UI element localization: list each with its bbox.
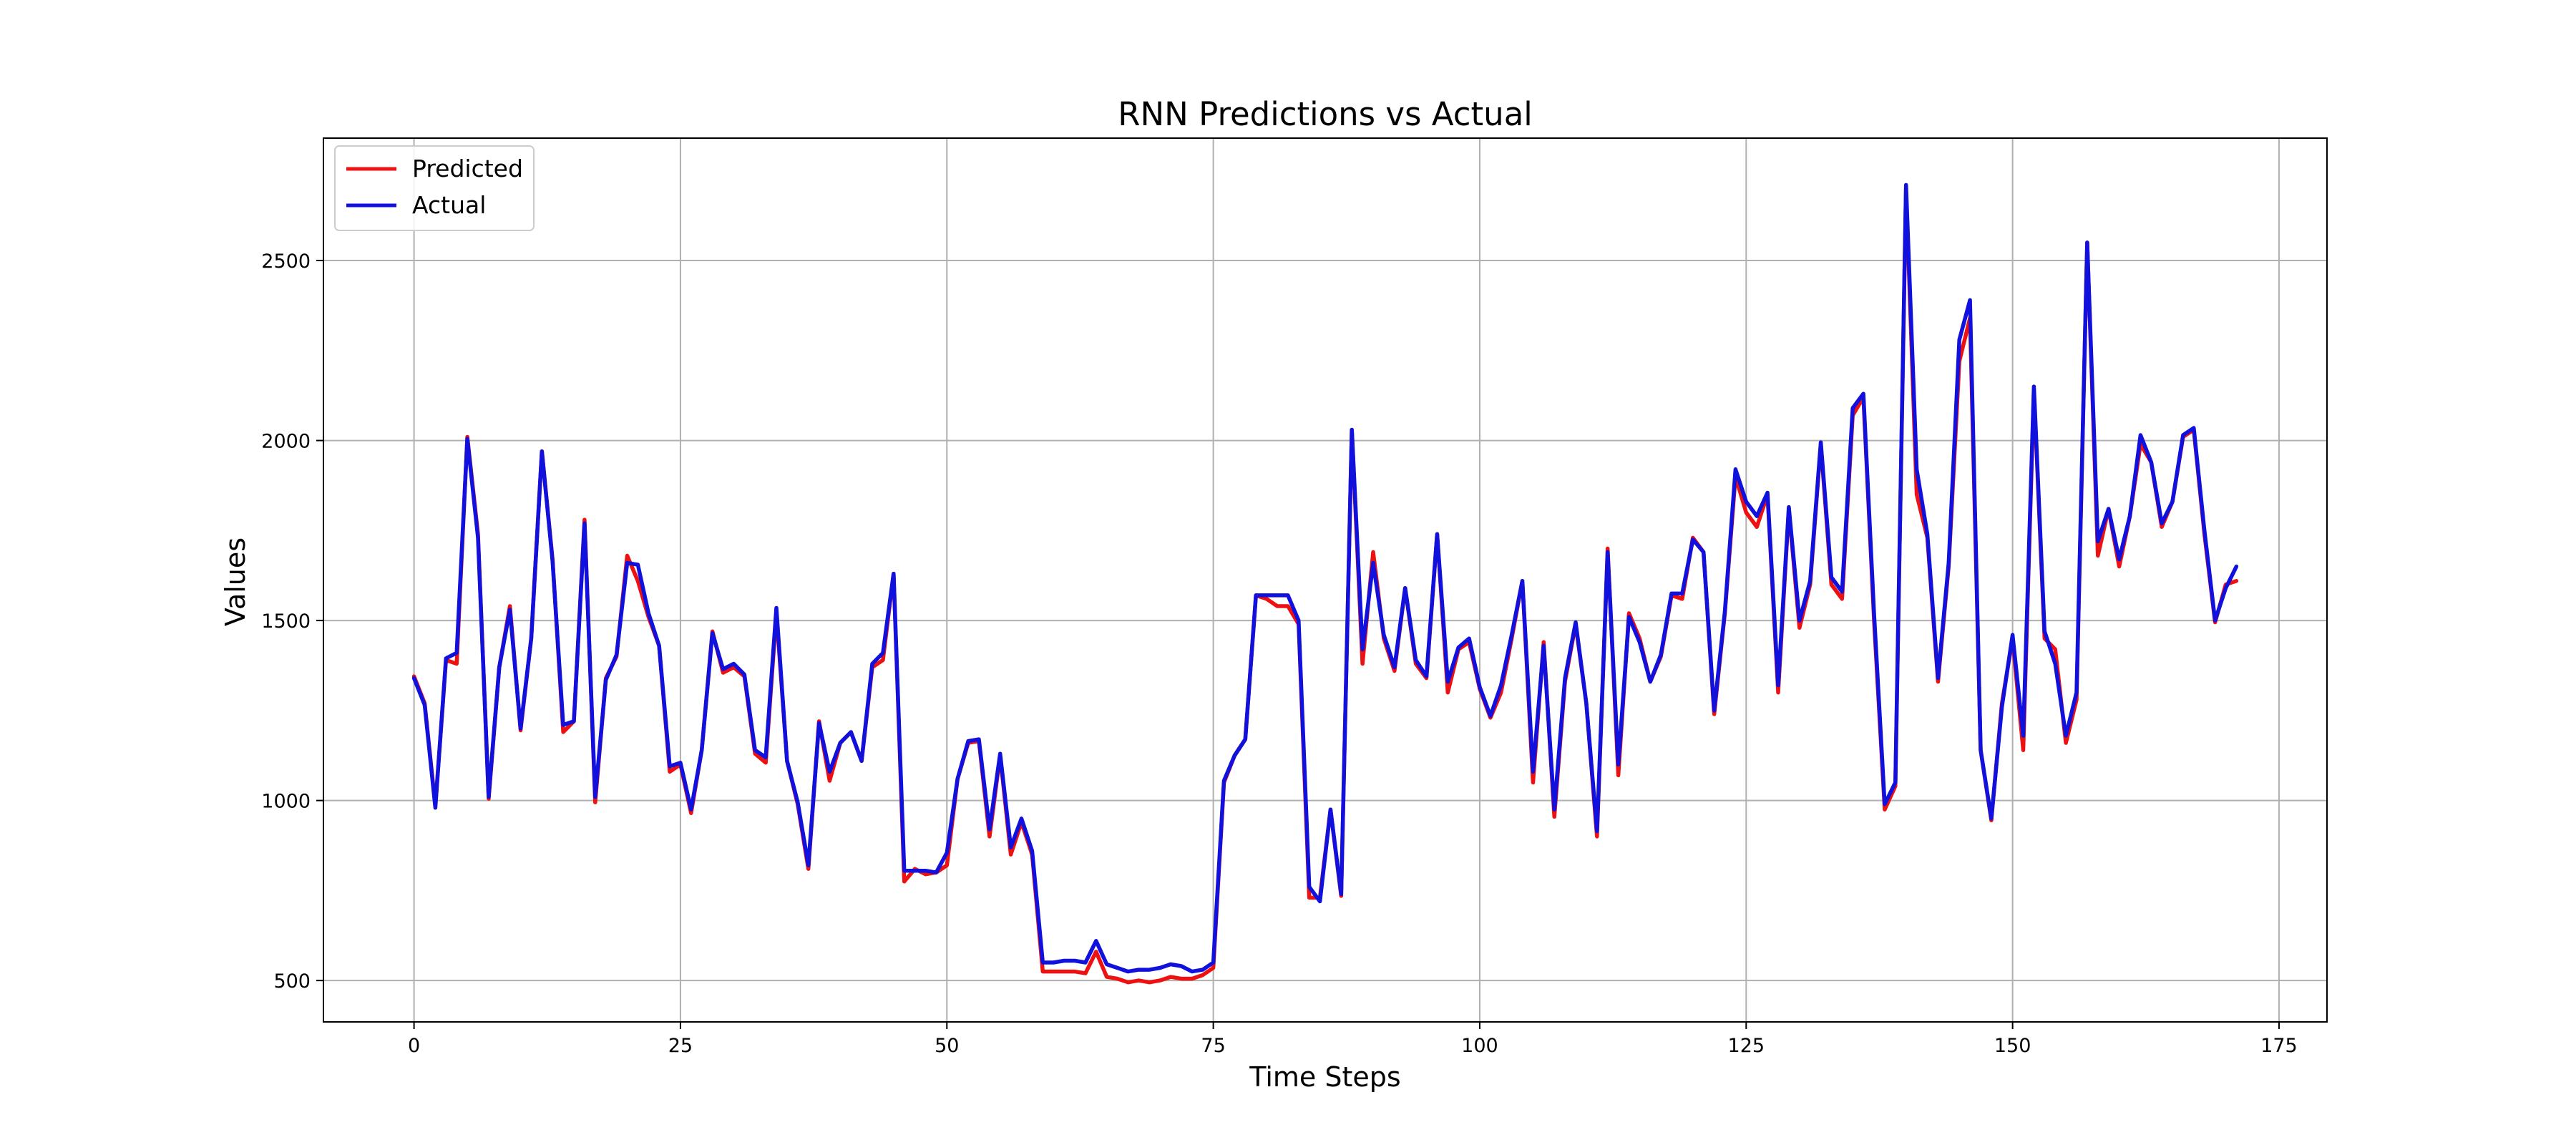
legend-label-predicted: Predicted [412, 155, 523, 182]
x-tick-label: 150 [1994, 1035, 2031, 1057]
x-tick-label: 125 [1728, 1035, 1765, 1057]
x-tick-label: 100 [1461, 1035, 1498, 1057]
x-tick-label: 50 [935, 1035, 959, 1057]
x-tick-label: 0 [408, 1035, 420, 1057]
y-tick-label: 500 [273, 970, 311, 993]
x-tick-label: 175 [2260, 1035, 2298, 1057]
series-layer [411, 182, 2239, 985]
legend: Predicted Actual [334, 145, 535, 231]
x-axis-label: Time Steps [1249, 1061, 1400, 1093]
series-line-actual [411, 182, 2239, 974]
y-axis-label: Values [220, 537, 251, 626]
chart-title: RNN Predictions vs Actual [1118, 95, 1533, 133]
plot-frame [323, 137, 2328, 1023]
legend-label-actual: Actual [412, 191, 486, 219]
x-tick-label: 25 [668, 1035, 693, 1057]
x-tick-label: 75 [1201, 1035, 1225, 1057]
x-axis: 0 25 50 75 100 125 150 175 [408, 1022, 2298, 1057]
y-tick-label: 1500 [261, 610, 311, 633]
y-tick-label: 2000 [261, 431, 311, 453]
y-axis: 500 1000 1500 2000 2500 [261, 250, 323, 993]
y-tick-label: 1000 [261, 791, 311, 813]
y-tick-label: 2500 [261, 250, 311, 273]
